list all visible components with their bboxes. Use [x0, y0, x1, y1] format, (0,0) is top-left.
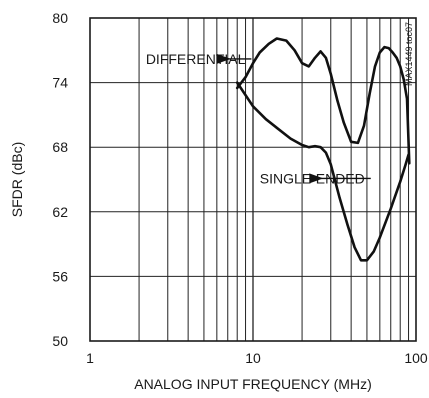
- figure-id: MAX1449 toc07: [404, 22, 414, 86]
- series-line-differential: [237, 39, 409, 164]
- x-tick-label: 1: [86, 350, 94, 366]
- x-tick-label: 100: [404, 350, 428, 366]
- y-tick-label: 62: [52, 204, 68, 220]
- y-axis-title: SFDR (dBc): [9, 142, 25, 217]
- x-axis-title: ANALOG INPUT FREQUENCY (MHz): [134, 376, 372, 392]
- y-tick-label: 56: [52, 268, 68, 284]
- x-tick-label: 10: [245, 350, 261, 366]
- y-tick-label: 50: [52, 333, 68, 349]
- y-tick-label: 68: [52, 139, 68, 155]
- series: [237, 39, 409, 261]
- annotations: DIFFERENTIALSINGLE-ENDED: [146, 51, 371, 187]
- y-tick-label: 74: [52, 75, 68, 91]
- y-tick-label: 80: [52, 10, 68, 26]
- grid: [90, 18, 416, 341]
